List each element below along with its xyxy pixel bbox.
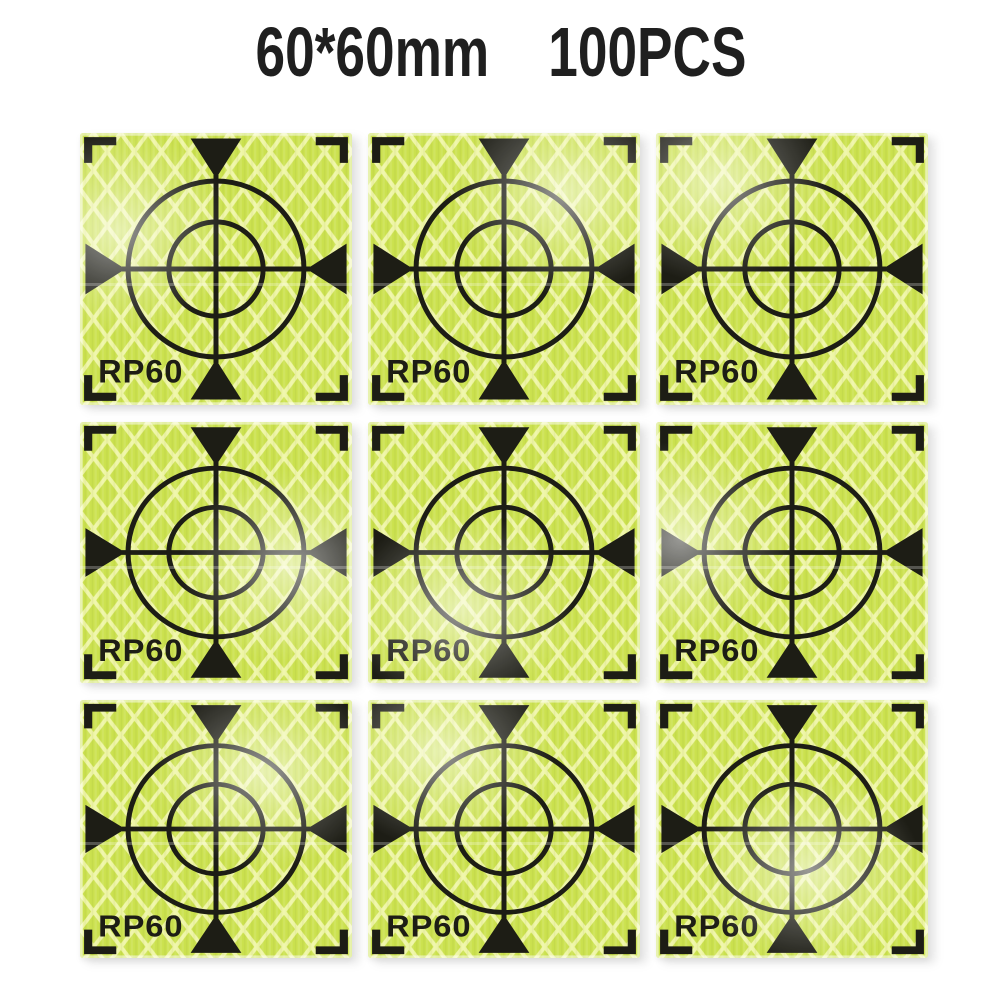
survey-target-sticker: RP60 [368,700,640,958]
target-model-label: RP60 [674,908,759,943]
target-model-label: RP60 [98,908,183,943]
survey-target-sticker: RP60 [80,700,352,958]
target-model-label: RP60 [98,633,183,668]
target-model-label: RP60 [386,352,471,389]
survey-target-sticker: RP60 [656,422,928,683]
title-row: 60*60mm 100PCS [0,14,1001,91]
target-grid: RP60 RP60 [80,133,928,958]
survey-target-graphic: RP60 [656,422,928,683]
target-model-label: RP60 [674,633,759,668]
survey-target-graphic: RP60 [656,133,928,405]
survey-target-sticker: RP60 [656,133,928,405]
survey-target-sticker: RP60 [368,133,640,405]
survey-target-graphic: RP60 [80,422,352,683]
survey-target-graphic: RP60 [368,422,640,683]
survey-target-sticker: RP60 [656,700,928,958]
survey-target-graphic: RP60 [368,133,640,405]
survey-target-graphic: RP60 [368,700,640,958]
target-model-label: RP60 [98,352,183,389]
target-model-label: RP60 [386,908,471,943]
survey-target-graphic: RP60 [80,700,352,958]
survey-target-graphic: RP60 [80,133,352,405]
survey-target-graphic: RP60 [656,700,928,958]
survey-target-sticker: RP60 [368,422,640,683]
product-title: 60*60mm 100PCS [255,13,746,91]
survey-target-sticker: RP60 [80,133,352,405]
survey-target-sticker: RP60 [80,422,352,683]
target-model-label: RP60 [386,633,471,668]
target-model-label: RP60 [674,352,759,389]
